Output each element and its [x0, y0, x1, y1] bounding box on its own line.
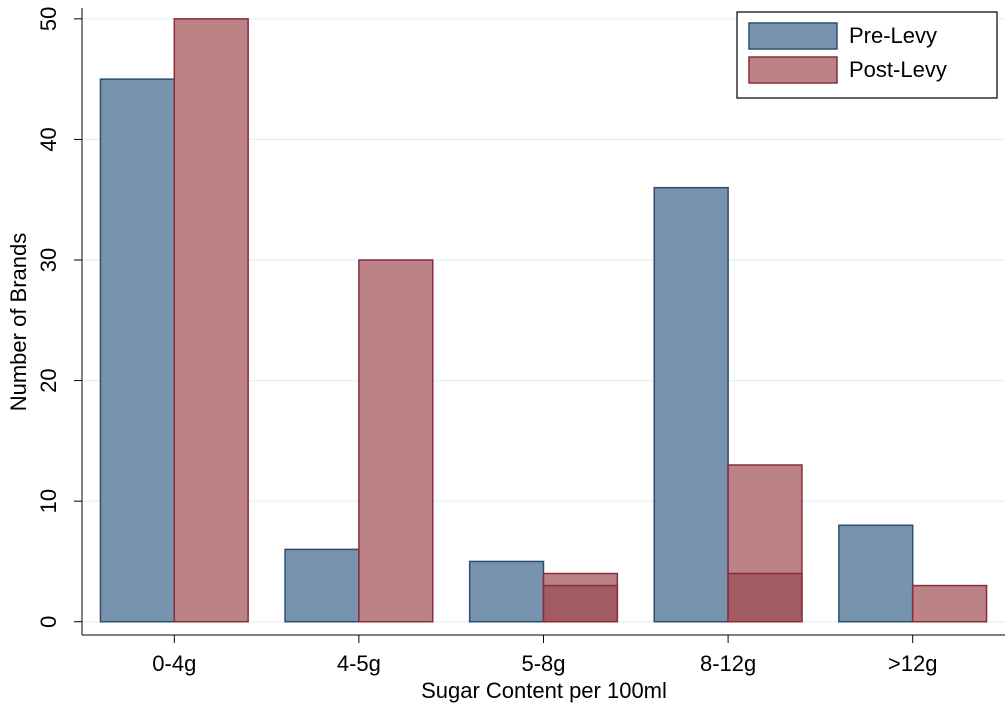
y-tick-label: 30	[36, 248, 61, 272]
bar	[284, 548, 360, 623]
x-tick-label: >12g	[888, 651, 938, 676]
legend-swatch	[748, 22, 838, 50]
legend-label: Pre-Levy	[849, 23, 937, 48]
bar	[99, 78, 176, 623]
bar	[542, 584, 619, 623]
bar	[838, 524, 914, 623]
y-tick-label: 10	[36, 489, 61, 513]
x-tick-label: 0-4g	[152, 651, 196, 676]
y-tick-label: 40	[36, 127, 61, 151]
legend-label: Post-Levy	[849, 57, 947, 82]
bar	[468, 560, 545, 623]
bar	[173, 18, 249, 623]
x-tick-label: 5-8g	[521, 651, 565, 676]
y-tick-label: 50	[36, 7, 61, 31]
bar	[358, 259, 434, 623]
x-axis-title: Sugar Content per 100ml	[421, 678, 667, 703]
y-axis-title: Number of Brands	[6, 233, 31, 412]
legend-swatch	[748, 56, 838, 84]
x-tick-label: 4-5g	[337, 651, 381, 676]
y-tick-label: 0	[36, 616, 61, 628]
x-tick-label: 8-12g	[700, 651, 756, 676]
bar	[653, 186, 729, 623]
bar	[727, 572, 803, 623]
bar	[911, 584, 988, 623]
y-tick-label: 20	[36, 368, 61, 392]
